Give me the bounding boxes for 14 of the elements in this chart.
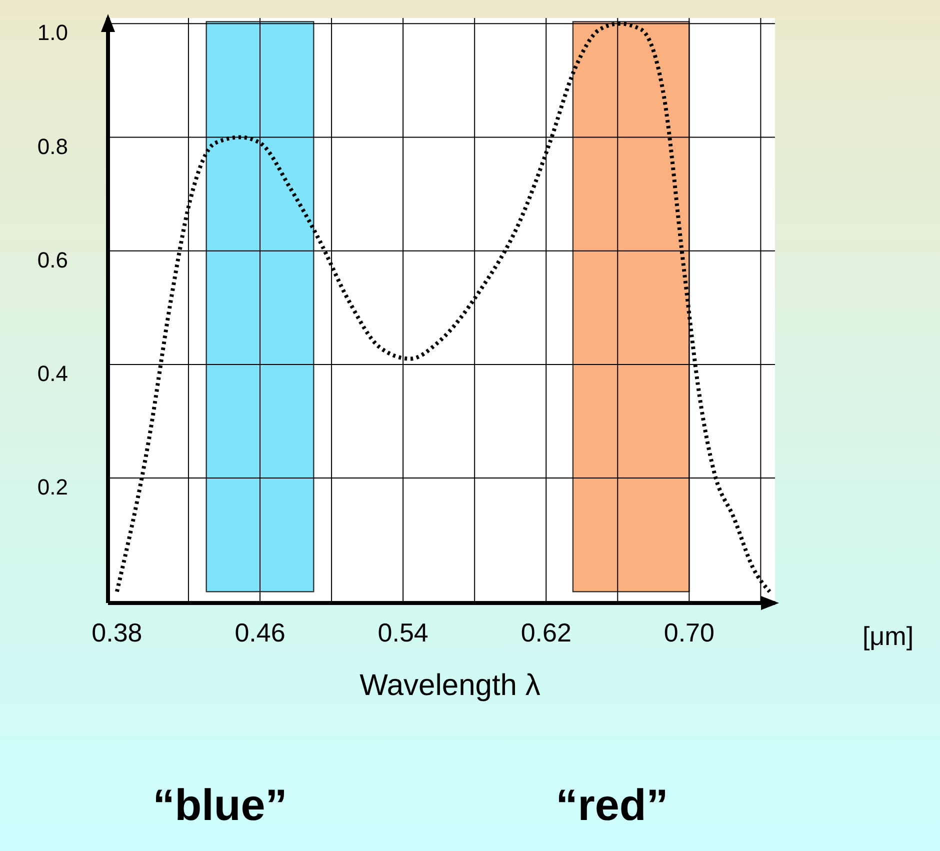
- x-tick-label: 0.70: [664, 617, 714, 648]
- x-tick-label: 0.46: [234, 617, 286, 648]
- text: “red”: [556, 781, 668, 830]
- x-tick-label: 0.62: [520, 617, 572, 648]
- y-tick-label: 0.4: [37, 360, 68, 386]
- y-tick-label: 0.8: [37, 134, 68, 159]
- x-tick-label: 0.54: [378, 617, 428, 648]
- y-tick-label: 0.6: [37, 247, 68, 272]
- x-tick-label: 0.38: [92, 617, 142, 648]
- text: [μm]: [862, 621, 914, 651]
- y-tick-label: 1.0: [37, 20, 68, 46]
- x-axis-title: Wavelength λ: [360, 669, 540, 702]
- text: “blue”: [152, 781, 288, 830]
- y-tick-label: 0.2: [37, 474, 68, 500]
